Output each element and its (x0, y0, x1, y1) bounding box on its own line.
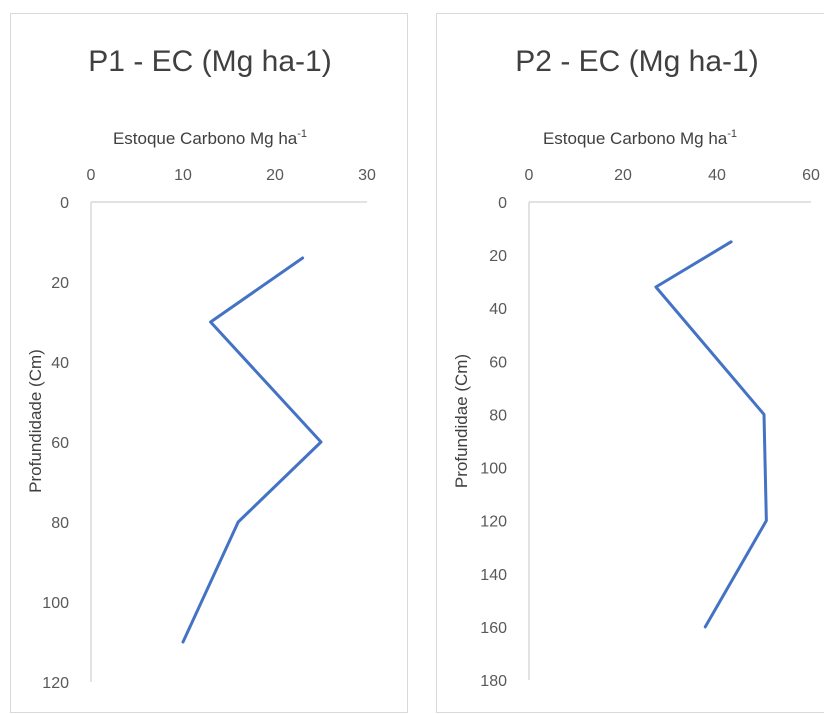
x-axis-label-text: Estoque Carbono Mg ha (113, 129, 298, 148)
y-tick-label: 60 (51, 435, 69, 452)
y-tick-label: 160 (480, 620, 507, 637)
chart-title: P2 - EC (Mg ha-1) (515, 45, 758, 78)
chart-p2-svg: P2 - EC (Mg ha-1) Estoque Carbono Mg ha-… (452, 45, 820, 690)
y-tick-label: 60 (489, 354, 507, 371)
series-line (181, 256, 323, 644)
y-tick-label: 140 (480, 567, 507, 584)
y-tick-label: 0 (498, 195, 507, 212)
y-axis-label: Profundidae (Cm) (452, 354, 471, 488)
y-tick-label: 20 (489, 248, 507, 265)
y-tick-label: 0 (60, 195, 69, 212)
y-tick-label: 40 (51, 355, 69, 372)
y-tick-label: 100 (42, 595, 69, 612)
chart-p1-svg: P1 - EC (Mg ha-1) Estoque Carbono Mg ha-… (26, 45, 376, 692)
x-tick-label: 0 (525, 167, 534, 184)
y-tick-label: 80 (51, 515, 69, 532)
plot-area: 0 10 20 30 0 20 40 60 80 100 120 (42, 167, 376, 692)
x-axis-label-text: Estoque Carbono Mg ha (543, 129, 728, 148)
y-tick-label: 20 (51, 275, 69, 292)
y-axis-label: Profundidade (Cm) (26, 349, 45, 493)
x-tick-label: 60 (802, 167, 820, 184)
x-axis-label-superscript: -1 (727, 128, 737, 140)
x-axis-label-superscript: -1 (297, 128, 307, 140)
x-tick-label: 20 (614, 167, 632, 184)
x-tick-label: 10 (174, 167, 192, 184)
y-tick-label: 120 (480, 514, 507, 531)
y-tick-label: 80 (489, 407, 507, 424)
chart-panel-p1: P1 - EC (Mg ha-1) Estoque Carbono Mg ha-… (10, 13, 408, 713)
x-tick-label: 0 (87, 167, 96, 184)
plot-area: 0 20 40 60 0 20 40 60 80 100 120 140 160 180 (480, 167, 820, 690)
x-tick-label: 30 (358, 167, 376, 184)
y-tick-label: 120 (42, 675, 69, 692)
x-tick-label: 40 (708, 167, 726, 184)
chart-panel-p2: P2 - EC (Mg ha-1) Estoque Carbono Mg ha-… (436, 13, 824, 713)
series-line (654, 240, 768, 629)
y-tick-label: 100 (480, 461, 507, 478)
x-axis-label: Estoque Carbono Mg ha-1 (543, 128, 737, 148)
y-tick-label: 180 (480, 673, 507, 690)
chart-title: P1 - EC (Mg ha-1) (88, 45, 331, 78)
x-tick-label: 20 (266, 167, 284, 184)
x-axis-label: Estoque Carbono Mg ha-1 (113, 128, 307, 148)
y-tick-label: 40 (489, 301, 507, 318)
